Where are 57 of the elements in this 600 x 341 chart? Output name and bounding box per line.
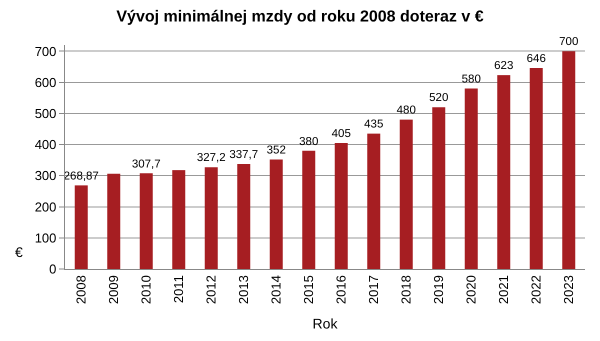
x-tick-label: 2022 [528,275,544,304]
data-label: 307,7 [132,158,161,170]
bar [367,134,380,269]
y-tick-label: 500 [34,106,56,121]
bar [237,164,250,269]
data-label: 623 [494,60,514,72]
x-tick-label: 2009 [106,275,121,304]
bar [497,75,510,269]
data-label: 480 [396,104,416,117]
bar [74,185,88,269]
bar [204,167,218,269]
bar [432,107,446,269]
y-tick-label: 700 [34,44,56,59]
chart-title: Vývoj minimálnej mzdy od roku 2008 doteraz v € [116,8,484,26]
data-label: 268,87 [64,170,99,182]
x-tick-label: 2015 [300,275,316,304]
x-tick-label: 2018 [398,275,414,304]
x-tick-label: 2016 [333,275,348,304]
x-tick-label: 2020 [463,275,478,304]
bar [400,120,413,269]
bar [270,159,283,269]
bar [464,88,478,269]
bar [302,150,316,269]
bar [172,170,186,269]
bar [107,174,120,269]
data-label: 580 [462,74,481,86]
data-label: 646 [526,53,546,66]
bar [140,173,153,269]
y-tick-label: 600 [34,74,56,90]
y-tick-label: 400 [34,137,56,152]
data-label: 700 [559,36,578,48]
data-label: 520 [429,92,448,104]
x-tick-label: 2019 [430,275,446,304]
data-label: 435 [364,118,384,131]
x-tick-label: 2014 [268,275,284,304]
x-tick-label: 2011 [170,275,186,304]
data-label: 327,2 [196,152,226,164]
data-label: 380 [299,136,318,148]
data-label: 337,7 [229,148,258,161]
y-axis-title: € [15,244,23,260]
y-tick-label: 100 [34,230,56,246]
x-tick-label: 2013 [236,275,251,304]
y-tick-label: 200 [34,199,56,214]
bar [530,68,543,269]
x-tick-label: 2017 [366,275,381,304]
data-label: 352 [266,144,286,156]
x-tick-label: 2010 [138,275,154,304]
x-tick-label: 2012 [203,275,218,304]
x-axis-title: Rok [312,315,338,332]
bar [562,51,576,269]
x-tick-label: 2008 [73,275,88,304]
x-tick-label: 2023 [560,275,576,304]
data-label: 405 [332,128,351,140]
bar [334,143,348,269]
y-tick-label: 300 [34,168,56,184]
x-tick-label: 2021 [496,275,511,304]
y-tick-label: 0 [49,262,56,277]
